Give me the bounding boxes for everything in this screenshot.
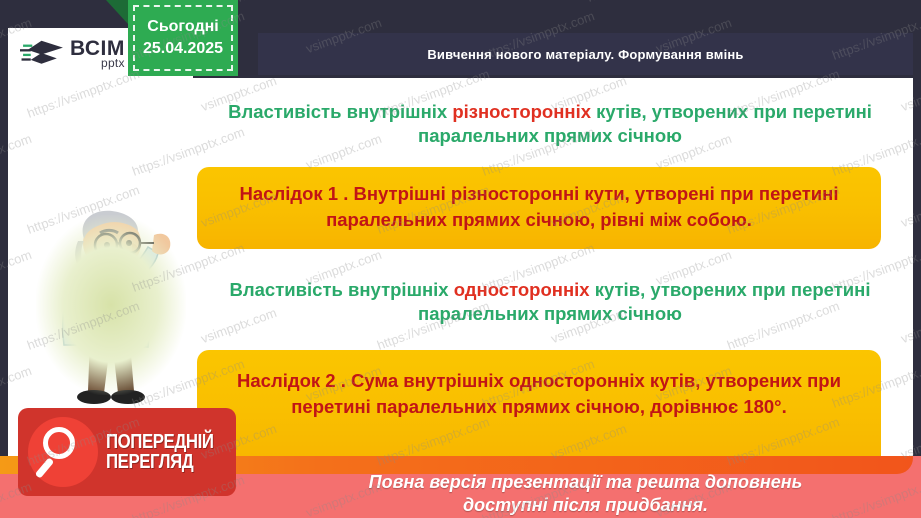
magnifier-handle xyxy=(34,457,55,479)
banner-text: Повна версія презентації та решта доповн… xyxy=(260,471,911,516)
banner-line-2: доступні після придбання. xyxy=(463,494,708,515)
heading2-highlight: односторонніх xyxy=(453,279,590,300)
consequence-box-1: Наслідок 1 . Внутрішні різносторонні кут… xyxy=(197,167,881,249)
banner-line-1: Повна версія презентації та решта доповн… xyxy=(368,472,803,493)
header-bar: Вивчення нового матеріалу. Формування вм… xyxy=(258,33,913,75)
preview-label-line-2: ПЕРЕГЛЯД xyxy=(106,451,194,473)
graduation-cap-icon xyxy=(20,40,63,64)
brand-name: ВСІМ xyxy=(70,36,125,60)
professor-character xyxy=(28,205,198,420)
heading-alternate-angles: Властивість внутрішніх різносторонніх ку… xyxy=(200,100,900,149)
preview-badge-label: ПОПЕРЕДНІЙ ПЕРЕГЛЯД xyxy=(106,432,234,472)
date-value: 25.04.2025 xyxy=(142,40,224,57)
heading1-highlight: різносторонніх xyxy=(452,101,591,122)
date-badge: Сьогодні 25.04.2025 xyxy=(128,0,238,76)
brand-suffix: pptx xyxy=(100,55,125,70)
date-label: Сьогодні xyxy=(147,18,219,35)
heading1-part1: Властивість внутрішніх xyxy=(228,101,453,122)
ribbon-fold xyxy=(106,0,128,24)
header-title: Вивчення нового матеріалу. Формування вм… xyxy=(427,46,744,62)
preview-label-line-1: ПОПЕРЕДНІЙ xyxy=(106,431,214,453)
consequence-1-text: Наслідок 1 . Внутрішні різносторонні кут… xyxy=(239,183,839,230)
consequence-box-2: Наслідок 2 . Сума внутрішніх односторонн… xyxy=(197,350,881,472)
preview-badge[interactable]: ПОПЕРЕДНІЙ ПЕРЕГЛЯД xyxy=(18,408,236,496)
consequence-2-text: Наслідок 2 . Сума внутрішніх односторонн… xyxy=(237,370,841,417)
magnifier-icon xyxy=(28,417,98,487)
magnifier-lens xyxy=(43,427,75,459)
character-glow xyxy=(36,215,186,395)
heading2-part1: Властивість внутрішніх xyxy=(229,279,454,300)
heading2-part2: кутів, утворених при перетині паралельни… xyxy=(418,279,871,325)
heading-cointerior-angles: Властивість внутрішніх односторонніх кут… xyxy=(200,278,900,327)
heading1-part2: кутів, утворених при перетині паралельни… xyxy=(418,101,872,147)
